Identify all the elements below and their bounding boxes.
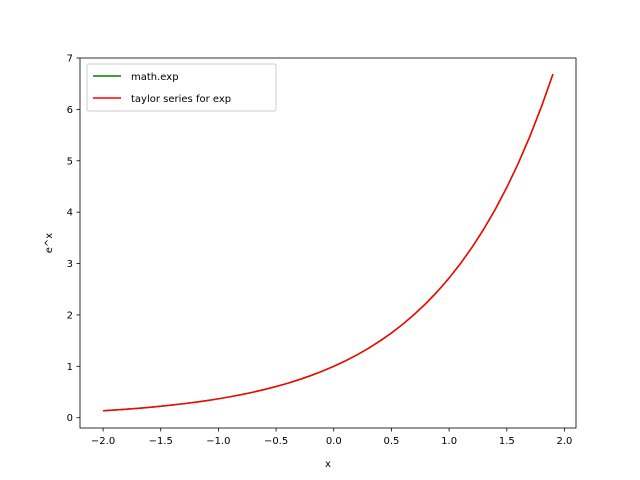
- y-tick-label: 4: [67, 208, 73, 219]
- legend: math.exp taylor series for exp: [86, 63, 277, 112]
- x-tick-label: 2.0: [557, 436, 573, 447]
- plot-frame: [79, 57, 577, 429]
- x-tick-label: −0.5: [264, 436, 288, 447]
- x-tick-label: 0.0: [326, 436, 342, 447]
- plot-area: [80, 58, 576, 428]
- series-line-taylor-series-for-exp: [103, 73, 554, 412]
- y-tick-label: 6: [67, 105, 73, 116]
- x-axis-label: x: [325, 459, 331, 470]
- x-tick-label: 0.5: [383, 436, 399, 447]
- y-tick-label: 7: [67, 54, 73, 65]
- x-tick-label: 1.5: [499, 436, 515, 447]
- y-tick-label: 3: [67, 259, 73, 270]
- legend-label-taylor-series: taylor series for exp: [131, 94, 231, 105]
- legend-label-math-exp: math.exp: [131, 72, 179, 83]
- y-ticks: 0 1 2 3 4 5 6 7: [67, 54, 80, 424]
- x-tick-label: −1.0: [206, 436, 230, 447]
- y-tick-label: 1: [67, 362, 73, 373]
- y-axis-label: e^x: [44, 233, 55, 254]
- x-tick-label: −2.0: [91, 436, 115, 447]
- y-tick-label: 0: [67, 413, 73, 424]
- y-tick-label: 2: [67, 310, 73, 321]
- x-tick-label: 1.0: [441, 436, 457, 447]
- x-ticks: −2.0 −1.5 −1.0 −0.5 0.0 0.5 1.0 1.5 2.0: [91, 428, 572, 447]
- series-layer: [103, 73, 554, 412]
- y-tick-label: 5: [67, 156, 73, 167]
- legend-frame: [86, 63, 277, 112]
- x-tick-label: −1.5: [149, 436, 173, 447]
